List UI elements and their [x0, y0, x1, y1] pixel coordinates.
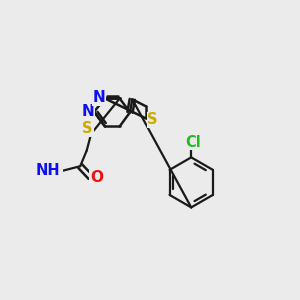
Text: H: H	[52, 162, 62, 176]
Text: S: S	[147, 112, 158, 128]
Text: Cl: Cl	[185, 134, 201, 149]
Text: NH: NH	[36, 163, 60, 178]
Text: N: N	[93, 90, 105, 105]
Text: S: S	[82, 121, 93, 136]
Text: O: O	[90, 170, 103, 185]
Text: N: N	[82, 103, 94, 118]
